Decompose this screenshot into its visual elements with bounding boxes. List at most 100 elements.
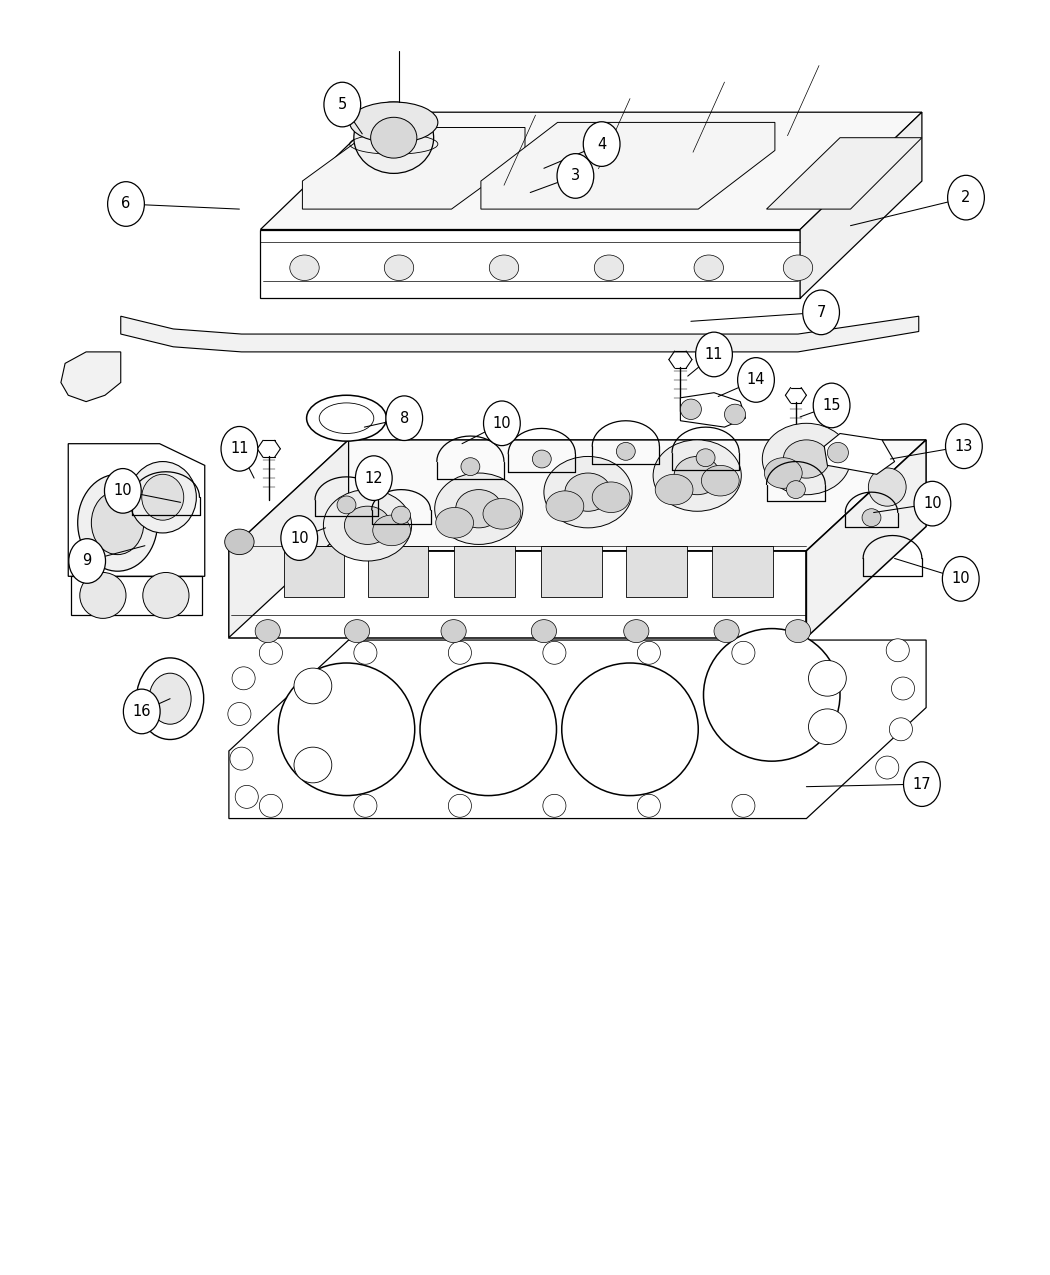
Polygon shape <box>806 440 926 638</box>
Ellipse shape <box>259 641 282 664</box>
Ellipse shape <box>680 399 701 419</box>
Circle shape <box>105 469 141 514</box>
Polygon shape <box>260 112 922 230</box>
Text: 2: 2 <box>962 190 970 205</box>
Ellipse shape <box>307 395 386 441</box>
Polygon shape <box>481 122 775 209</box>
Polygon shape <box>800 112 922 298</box>
Polygon shape <box>229 440 349 638</box>
Ellipse shape <box>762 423 850 495</box>
Circle shape <box>813 382 851 428</box>
Ellipse shape <box>278 663 415 796</box>
Ellipse shape <box>448 641 471 664</box>
Polygon shape <box>68 444 205 576</box>
Text: 10: 10 <box>290 530 309 546</box>
Polygon shape <box>712 546 773 597</box>
Polygon shape <box>626 546 687 597</box>
Ellipse shape <box>786 481 805 499</box>
Ellipse shape <box>225 529 254 555</box>
Circle shape <box>695 333 733 377</box>
Ellipse shape <box>354 102 434 173</box>
Ellipse shape <box>143 572 189 618</box>
Circle shape <box>946 423 983 469</box>
Circle shape <box>947 176 985 219</box>
Ellipse shape <box>294 747 332 783</box>
Ellipse shape <box>701 465 739 496</box>
Ellipse shape <box>653 440 741 511</box>
Text: 13: 13 <box>954 439 973 454</box>
Polygon shape <box>229 440 926 551</box>
Ellipse shape <box>373 515 411 546</box>
Circle shape <box>124 688 160 734</box>
Ellipse shape <box>637 794 660 817</box>
Text: 15: 15 <box>822 398 841 413</box>
Ellipse shape <box>546 491 584 521</box>
Ellipse shape <box>392 506 411 524</box>
Ellipse shape <box>694 255 723 280</box>
Ellipse shape <box>674 456 720 495</box>
Ellipse shape <box>354 794 377 817</box>
Ellipse shape <box>624 620 649 643</box>
Polygon shape <box>680 393 745 427</box>
Ellipse shape <box>483 499 521 529</box>
Ellipse shape <box>543 794 566 817</box>
Circle shape <box>107 182 145 227</box>
Ellipse shape <box>562 663 698 796</box>
Ellipse shape <box>732 794 755 817</box>
Text: 12: 12 <box>364 470 383 486</box>
Polygon shape <box>61 352 121 402</box>
Ellipse shape <box>354 641 377 664</box>
Ellipse shape <box>235 785 258 808</box>
Ellipse shape <box>80 572 126 618</box>
Text: 6: 6 <box>122 196 130 212</box>
Circle shape <box>69 538 105 584</box>
Ellipse shape <box>255 620 280 643</box>
Text: 3: 3 <box>571 168 580 184</box>
Ellipse shape <box>531 620 556 643</box>
Ellipse shape <box>448 794 471 817</box>
Ellipse shape <box>91 491 144 555</box>
Polygon shape <box>824 434 895 474</box>
Ellipse shape <box>808 709 846 745</box>
Circle shape <box>558 154 594 199</box>
Ellipse shape <box>371 117 417 158</box>
Ellipse shape <box>294 668 332 704</box>
Ellipse shape <box>785 620 811 643</box>
Text: 5: 5 <box>338 97 347 112</box>
Text: 16: 16 <box>132 704 151 719</box>
Ellipse shape <box>543 641 566 664</box>
Ellipse shape <box>136 658 204 739</box>
Text: 14: 14 <box>747 372 765 388</box>
Ellipse shape <box>489 255 519 280</box>
Ellipse shape <box>891 677 915 700</box>
Circle shape <box>483 400 521 446</box>
Ellipse shape <box>129 462 196 533</box>
Ellipse shape <box>78 474 158 571</box>
Ellipse shape <box>592 482 630 513</box>
Ellipse shape <box>344 506 391 544</box>
Circle shape <box>943 556 979 601</box>
Ellipse shape <box>441 620 466 643</box>
Polygon shape <box>229 551 806 638</box>
Ellipse shape <box>862 509 881 527</box>
Ellipse shape <box>565 473 611 511</box>
Ellipse shape <box>532 450 551 468</box>
Ellipse shape <box>323 490 412 561</box>
Polygon shape <box>368 546 428 597</box>
Ellipse shape <box>783 255 813 280</box>
Text: 8: 8 <box>400 411 408 426</box>
Polygon shape <box>302 128 525 209</box>
Polygon shape <box>541 546 602 597</box>
Ellipse shape <box>868 468 906 506</box>
Text: 7: 7 <box>817 305 825 320</box>
Ellipse shape <box>344 620 370 643</box>
Text: 17: 17 <box>912 776 931 792</box>
Ellipse shape <box>886 639 909 662</box>
Ellipse shape <box>724 404 746 425</box>
Ellipse shape <box>704 629 840 761</box>
Text: 4: 4 <box>597 136 606 152</box>
Ellipse shape <box>337 496 356 514</box>
Polygon shape <box>229 640 926 819</box>
Ellipse shape <box>827 442 848 463</box>
Polygon shape <box>71 576 202 615</box>
